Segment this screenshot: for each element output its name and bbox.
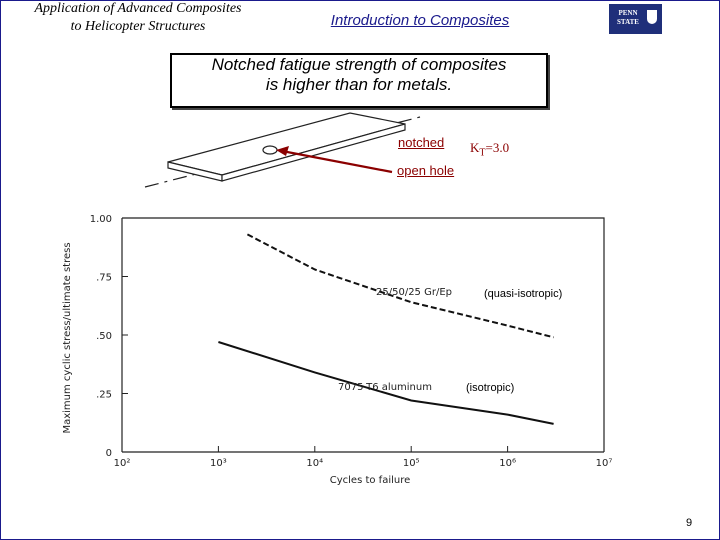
penn-state-logo: PENN STATE bbox=[609, 4, 662, 34]
y-tick-label: .25 bbox=[96, 390, 112, 401]
y-tick-label: 1.00 bbox=[90, 214, 112, 225]
y-axis-title: Maximum cyclic stress/ultimate stress bbox=[62, 242, 73, 433]
headline-box: Notched fatigue strength of composites i… bbox=[170, 53, 548, 108]
specimen-plate-top bbox=[167, 112, 406, 176]
course-title-line1: Application of Advanced Composites bbox=[34, 1, 242, 16]
chart-frame bbox=[122, 217, 605, 452]
course-title: Application of Advanced Composites to He… bbox=[8, 0, 268, 36]
x-tick-label: 10⁷ bbox=[596, 458, 613, 469]
open-hole-arrow bbox=[281, 149, 393, 174]
headline-line2: is higher than for metals. bbox=[265, 75, 453, 94]
section-title: Introduction to Composites bbox=[330, 12, 510, 29]
specimen-hole bbox=[262, 145, 278, 155]
x-tick-label: 10⁶ bbox=[499, 458, 516, 469]
page-number: 9 bbox=[686, 517, 693, 529]
open-hole-arrowhead bbox=[276, 146, 289, 156]
x-axis-title: Cycles to failure bbox=[330, 475, 411, 486]
specimen-plate-side bbox=[221, 123, 406, 182]
chart-series bbox=[218, 233, 554, 425]
series-label-composite: 25/50/25 Gr/Ep bbox=[376, 287, 452, 298]
series-label-aluminum: 7075-T6 aluminum bbox=[338, 382, 432, 393]
logo-text: PENN STATE bbox=[617, 9, 639, 26]
x-tick-label: 10⁴ bbox=[306, 458, 323, 469]
kt-value: =3.0 bbox=[485, 140, 510, 155]
kt-subscript: T bbox=[479, 147, 486, 159]
specimen-illustration bbox=[144, 112, 421, 188]
y-tick-labels: 1.00 .75 .50 .25 0 bbox=[90, 214, 128, 459]
series-annotation-aluminum: (isotropic) bbox=[466, 382, 514, 394]
y-tick-label: 0 bbox=[106, 448, 112, 459]
x-tick-label: 10⁵ bbox=[403, 458, 420, 469]
x-tick-labels: 10² 10³ 10⁴ 10⁵ 10⁶ 10⁷ bbox=[114, 446, 613, 469]
notched-label: notched bbox=[398, 135, 445, 150]
course-title-line2: to Helicopter Structures bbox=[70, 19, 206, 34]
y-tick-label: .50 bbox=[96, 331, 112, 342]
x-tick-label: 10² bbox=[114, 458, 131, 469]
shield-icon bbox=[647, 10, 657, 24]
kt-symbol: K bbox=[470, 140, 480, 155]
y-tick-label: .75 bbox=[96, 273, 112, 284]
headline-line1: Notched fatigue strength of composites bbox=[211, 55, 507, 74]
kt-label: KT=3.0 bbox=[470, 140, 509, 159]
series-line-1 bbox=[218, 341, 554, 425]
open-hole-label: open hole bbox=[397, 163, 455, 178]
fatigue-chart: 1.00 .75 .50 .25 0 10² 10³ 10⁴ 10⁵ 10⁶ 10⁷ Cycles… bbox=[62, 214, 612, 486]
x-tick-label: 10³ bbox=[210, 458, 227, 469]
series-line-0 bbox=[246, 233, 554, 339]
series-annotation-composite: (quasi-isotropic) bbox=[484, 288, 562, 300]
